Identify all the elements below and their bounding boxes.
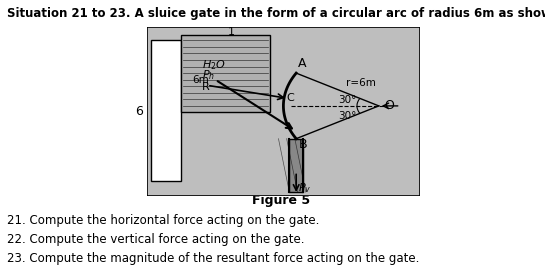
Bar (181, 35, 270, 112)
Text: $P_h$: $P_h$ (202, 69, 215, 82)
Text: 30°: 30° (338, 95, 356, 105)
Text: R: R (202, 82, 210, 92)
Text: 30°: 30° (338, 111, 356, 121)
Text: 21. Compute the horizontal force acting on the gate.: 21. Compute the horizontal force acting … (7, 214, 319, 227)
Bar (152, 40, 181, 181)
Text: 1: 1 (228, 27, 235, 37)
Text: 6: 6 (135, 105, 143, 118)
Text: 23. Compute the magnitude of the resultant force acting on the gate.: 23. Compute the magnitude of the resulta… (7, 252, 419, 265)
Text: Situation 21 to 23. A sluice gate in the form of a circular arc of radius 6m as : Situation 21 to 23. A sluice gate in the… (7, 7, 545, 20)
Text: Figure 5: Figure 5 (252, 194, 310, 208)
Bar (289, 139, 303, 192)
Text: $P_v$: $P_v$ (298, 181, 311, 195)
Text: B: B (299, 138, 307, 151)
Text: r=6m: r=6m (346, 78, 376, 88)
Text: C: C (286, 93, 294, 103)
Text: A: A (298, 57, 306, 70)
Text: 6m: 6m (192, 75, 209, 85)
Text: $H_2O$: $H_2O$ (202, 58, 226, 72)
Text: O: O (384, 99, 394, 112)
Text: 22. Compute the vertical force acting on the gate.: 22. Compute the vertical force acting on… (7, 233, 304, 246)
